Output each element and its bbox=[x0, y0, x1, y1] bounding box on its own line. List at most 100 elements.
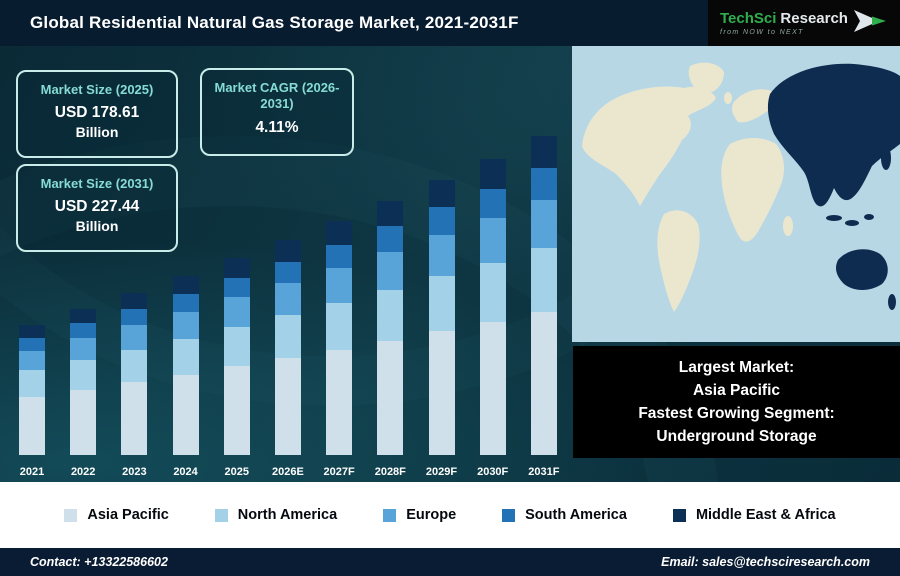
market-size-2031-box: Market Size (2031) USD 227.44 Billion bbox=[16, 164, 178, 252]
bar-segment-europe bbox=[121, 325, 148, 350]
bar-segment-middle-east-africa bbox=[121, 293, 148, 310]
bar-segment-asia-pacific bbox=[70, 389, 97, 455]
x-axis-label: 2021 bbox=[19, 465, 45, 478]
bar-segment-middle-east-africa bbox=[428, 180, 455, 208]
bar-segment-europe bbox=[19, 350, 45, 371]
bar-segment-south-america bbox=[530, 167, 557, 200]
page-title: Global Residential Natural Gas Storage M… bbox=[30, 13, 519, 32]
techsci-logo: TechSci Research from NOW to NEXT bbox=[708, 0, 900, 46]
world-map bbox=[572, 46, 900, 342]
legend-item-north-america: North America bbox=[214, 507, 338, 523]
callout-fastest-segment-value: Underground Storage bbox=[656, 428, 817, 445]
legend-label: North America bbox=[237, 507, 338, 523]
x-axis-label: 2023 bbox=[122, 465, 147, 478]
bar-segment-middle-east-africa bbox=[530, 136, 557, 168]
bar-stack bbox=[70, 309, 97, 455]
bar-stack bbox=[274, 240, 301, 455]
bar-stack bbox=[326, 221, 353, 455]
bar-segment-europe bbox=[530, 199, 557, 248]
footer: Contact: +13322586602 Email: sales@techs… bbox=[0, 548, 900, 576]
legend-label: South America bbox=[525, 507, 627, 523]
callout-largest-market-value: Asia Pacific bbox=[692, 382, 781, 399]
island-indonesia-highlighted bbox=[864, 214, 874, 220]
bar-segment-middle-east-africa bbox=[172, 276, 199, 294]
bar-column-2022: 2022 bbox=[63, 309, 103, 482]
bar-segment-europe bbox=[479, 218, 506, 263]
bar-segment-south-america bbox=[121, 309, 148, 326]
bar-stack bbox=[172, 276, 199, 456]
bar-segment-south-america bbox=[70, 323, 97, 338]
bar-chart: 2021 2022 2023 2024 2025 2026E 2027F 2028F 2029F… bbox=[12, 46, 564, 482]
bar-segment-asia-pacific bbox=[223, 366, 250, 456]
x-axis-label: 2025 bbox=[224, 465, 249, 478]
bar-stack bbox=[530, 136, 557, 456]
x-axis-label: 2029F bbox=[425, 465, 458, 478]
x-axis-label: 2030F bbox=[477, 465, 509, 478]
continent-europe bbox=[731, 89, 777, 123]
legend-label: Asia Pacific bbox=[87, 507, 169, 523]
bar-column-2030f: 2030F bbox=[473, 159, 513, 482]
email-info: Email: sales@techsciresearch.com bbox=[661, 555, 870, 569]
bar-column-2024: 2024 bbox=[166, 276, 206, 482]
legend-item-south-america: South America bbox=[502, 507, 627, 523]
bar-column-2021: 2021 bbox=[12, 325, 52, 482]
bar-segment-asia-pacific bbox=[326, 349, 353, 455]
info-box-label: Market Size (2025) bbox=[40, 82, 154, 97]
logo-arrow-icon bbox=[852, 6, 886, 41]
bar-segment-middle-east-africa bbox=[223, 258, 250, 278]
bar-column-2023: 2023 bbox=[114, 293, 154, 482]
x-axis-label: 2031F bbox=[528, 465, 560, 478]
info-box-value: USD 178.61 bbox=[54, 104, 140, 122]
info-box-unit: Billion bbox=[75, 124, 119, 141]
legend-item-middle-east-africa: Middle East & Africa bbox=[672, 507, 836, 523]
bar-stack bbox=[121, 293, 148, 455]
island-indonesia-highlighted bbox=[845, 220, 859, 226]
chart-region: 2021 2022 2023 2024 2025 2026E 2027F 2028F 2029F… bbox=[0, 46, 900, 482]
market-callout: Largest Market: Asia Pacific Fastest Gro… bbox=[573, 346, 900, 458]
logo-brand: TechSci Research bbox=[720, 10, 848, 27]
region-asia-highlighted bbox=[767, 63, 900, 207]
bar-segment-europe bbox=[172, 311, 199, 339]
legend-swatch bbox=[214, 508, 228, 522]
bar-segment-north-america bbox=[274, 315, 301, 359]
bar-segment-south-america bbox=[223, 277, 250, 298]
bar-segment-asia-pacific bbox=[530, 311, 557, 456]
bar-segment-europe bbox=[326, 268, 353, 304]
legend-item-asia-pacific: Asia Pacific bbox=[64, 507, 169, 523]
info-box-value: 4.11% bbox=[255, 118, 299, 136]
legend-label: Europe bbox=[406, 507, 457, 523]
bar-segment-north-america bbox=[428, 276, 455, 332]
bar-segment-middle-east-africa bbox=[274, 240, 301, 262]
bar-segment-south-america bbox=[19, 337, 45, 351]
x-axis-label: 2027F bbox=[323, 465, 355, 478]
bar-segment-north-america bbox=[377, 289, 404, 341]
info-box-label: Market CAGR (2026-2031) bbox=[214, 80, 340, 112]
bar-segment-asia-pacific bbox=[274, 358, 301, 455]
bar-segment-north-america bbox=[530, 247, 557, 312]
bar-segment-asia-pacific bbox=[121, 382, 148, 455]
bar-segment-north-america bbox=[223, 326, 250, 367]
bar-stack bbox=[377, 201, 404, 456]
bar-segment-europe bbox=[70, 337, 97, 360]
island-japan-highlighted bbox=[881, 146, 891, 170]
x-axis-label: 2026E bbox=[272, 465, 304, 478]
legend-item-europe: Europe bbox=[383, 507, 456, 523]
continent-south-america bbox=[657, 210, 700, 312]
bar-segment-north-america bbox=[19, 370, 45, 397]
bar-segment-asia-pacific bbox=[172, 374, 199, 456]
bar-segment-south-america bbox=[479, 188, 506, 219]
bar-column-2026e: 2026E bbox=[268, 240, 308, 482]
bar-segment-middle-east-africa bbox=[326, 221, 353, 245]
info-box-value: USD 227.44 bbox=[54, 198, 140, 216]
bar-column-2025: 2025 bbox=[217, 258, 257, 482]
legend-swatch bbox=[672, 508, 686, 522]
bar-stack bbox=[428, 180, 455, 455]
header: Global Residential Natural Gas Storage M… bbox=[0, 0, 900, 46]
legend-label: Middle East & Africa bbox=[695, 507, 836, 523]
x-axis-label: 2024 bbox=[173, 465, 198, 478]
bar-stack bbox=[479, 159, 506, 456]
bar-stack bbox=[223, 258, 250, 456]
logo-tagline: from NOW to NEXT bbox=[720, 29, 804, 36]
market-size-2025-box: Market Size (2025) USD 178.61 Billion bbox=[16, 70, 178, 158]
